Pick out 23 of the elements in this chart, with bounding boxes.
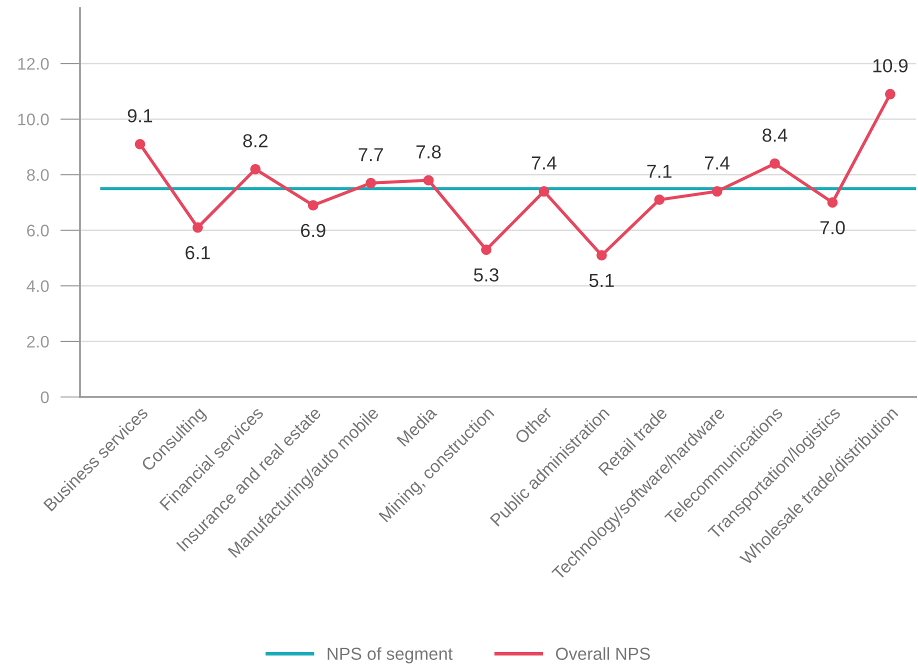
y-tick-label: 0 xyxy=(40,391,49,404)
data-label: 7.0 xyxy=(820,221,845,234)
data-label: 7.4 xyxy=(705,156,730,170)
y-tick-label: 4.0 xyxy=(26,280,49,292)
legend-label: NPS of segment xyxy=(328,647,453,664)
data-label: 7.7 xyxy=(358,148,383,162)
data-label: 7.4 xyxy=(532,156,556,170)
y-tick-label: 10.0 xyxy=(18,114,49,126)
y-tick-label: 2.0 xyxy=(27,336,49,348)
data-label: 5.1 xyxy=(589,274,614,288)
data-label: 7.8 xyxy=(416,145,441,159)
data-label: 6.9 xyxy=(301,224,326,238)
data-label: 7.1 xyxy=(647,164,672,178)
y-tick-label: 6.0 xyxy=(27,224,49,236)
data-label: 8.4 xyxy=(762,128,788,142)
y-tick-label: 12.0 xyxy=(18,58,49,70)
data-label: 6.1 xyxy=(186,246,210,260)
data-label: 9.1 xyxy=(128,109,152,122)
data-label: 10.9 xyxy=(873,59,908,72)
legend-label: Overall NPS xyxy=(556,647,650,660)
y-tick-label: 8.0 xyxy=(27,169,49,181)
data-label: 5.3 xyxy=(474,268,498,282)
data-label: 8.2 xyxy=(243,134,268,148)
